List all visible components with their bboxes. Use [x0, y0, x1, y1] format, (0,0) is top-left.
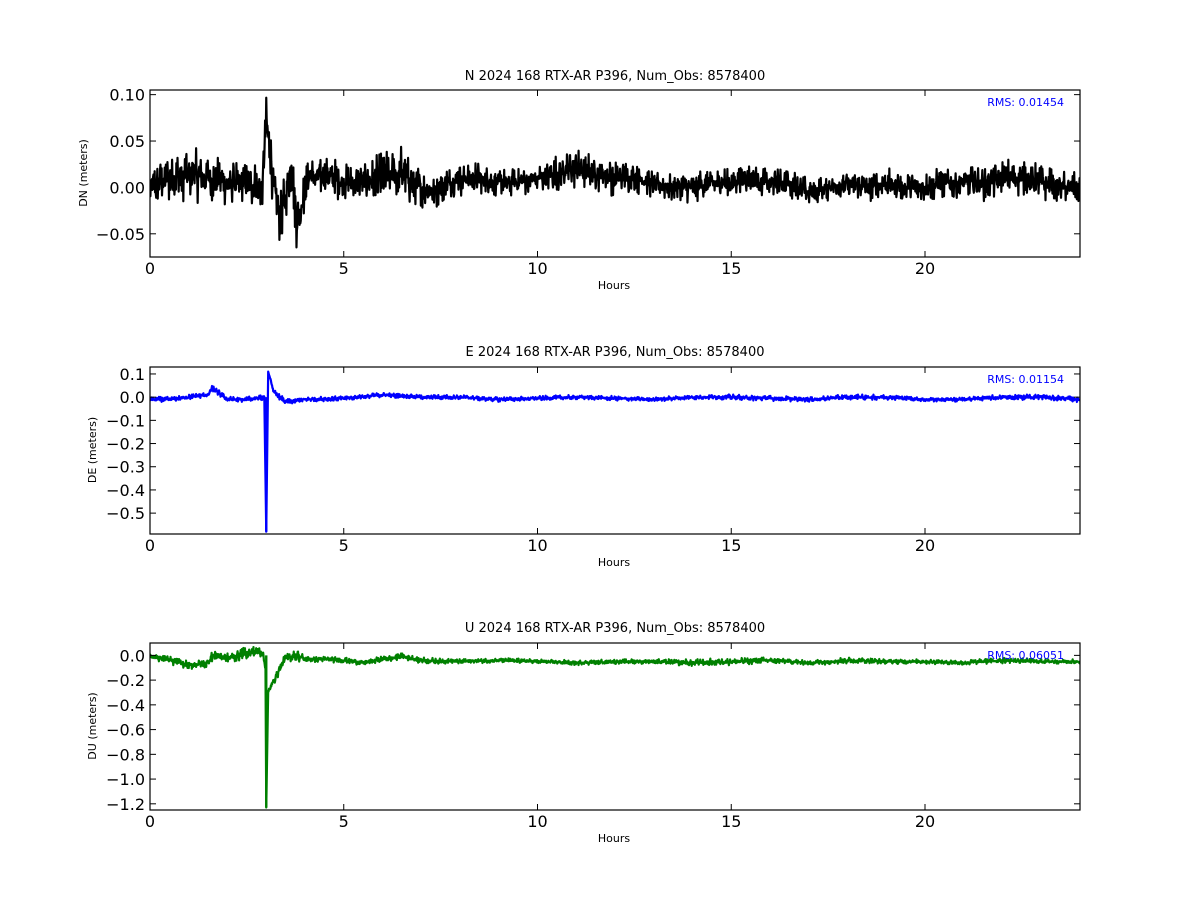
east-y-tick-label: −0.5	[106, 504, 145, 523]
east-x-tick-label: 15	[721, 536, 741, 555]
east-y-tick-label: −0.4	[106, 481, 145, 500]
north-x-tick-label: 20	[915, 259, 935, 278]
up-axes-frame	[149, 642, 1081, 811]
north-y-tick-label: 0.10	[109, 86, 145, 105]
north-x-tick-label: 15	[721, 259, 741, 278]
up-panel-title: U 2024 168 RTX-AR P396, Num_Obs: 8578400	[465, 621, 765, 636]
up-y-tick-label: −0.8	[106, 745, 145, 764]
east-axes-frame	[149, 366, 1081, 535]
east-rms-label: RMS: 0.01154	[987, 373, 1064, 386]
east-y-axis-label: DE (meters)	[86, 417, 99, 483]
north-x-tick-label: 5	[339, 259, 349, 278]
north-x-tick-label: 0	[145, 259, 155, 278]
east-y-tick-label: −0.3	[106, 458, 145, 477]
east-y-tick-label: 0.1	[120, 365, 145, 384]
up-y-tick-label: −0.6	[106, 721, 145, 740]
north-panel: N 2024 168 RTX-AR P396, Num_Obs: 8578400…	[77, 69, 1081, 292]
east-y-tick-label: 0.0	[120, 388, 145, 407]
up-x-tick-label: 15	[721, 812, 741, 831]
up-x-tick-label: 0	[145, 812, 155, 831]
up-x-tick-label: 10	[527, 812, 547, 831]
up-x-tick-label: 20	[915, 812, 935, 831]
east-x-tick-label: 10	[527, 536, 547, 555]
up-y-tick-label: −0.2	[106, 671, 145, 690]
east-y-tick-label: −0.1	[106, 411, 145, 430]
east-x-tick-label: 0	[145, 536, 155, 555]
north-rms-label: RMS: 0.01454	[987, 96, 1064, 109]
east-x-axis-label: Hours	[598, 556, 630, 569]
up-y-axis-label: DU (meters)	[86, 692, 99, 759]
up-y-tick-label: −1.2	[106, 795, 145, 814]
up-x-axis-label: Hours	[598, 832, 630, 845]
up-x-tick-label: 5	[339, 812, 349, 831]
north-panel-title: N 2024 168 RTX-AR P396, Num_Obs: 8578400	[465, 69, 765, 84]
up-panel: U 2024 168 RTX-AR P396, Num_Obs: 8578400…	[86, 621, 1081, 845]
east-y-tick-label: −0.2	[106, 435, 145, 454]
east-panel: E 2024 168 RTX-AR P396, Num_Obs: 8578400…	[86, 345, 1081, 569]
north-x-tick-label: 10	[527, 259, 547, 278]
up-trace	[150, 645, 1080, 809]
up-y-tick-label: −0.4	[106, 696, 145, 715]
north-axes-frame	[149, 89, 1081, 258]
north-y-tick-label: 0.05	[109, 132, 145, 151]
up-y-tick-label: 0.0	[120, 646, 145, 665]
east-x-tick-label: 20	[915, 536, 935, 555]
north-y-axis-label: DN (meters)	[77, 139, 90, 207]
up-rms-label: RMS: 0.06051	[987, 649, 1064, 662]
north-y-tick-label: 0.00	[109, 178, 145, 197]
east-trace	[150, 370, 1080, 533]
north-x-axis-label: Hours	[598, 279, 630, 292]
north-trace	[150, 96, 1080, 249]
east-x-tick-label: 5	[339, 536, 349, 555]
up-y-tick-label: −1.0	[106, 770, 145, 789]
east-panel-title: E 2024 168 RTX-AR P396, Num_Obs: 8578400	[466, 345, 765, 360]
north-y-tick-label: −0.05	[96, 225, 145, 244]
